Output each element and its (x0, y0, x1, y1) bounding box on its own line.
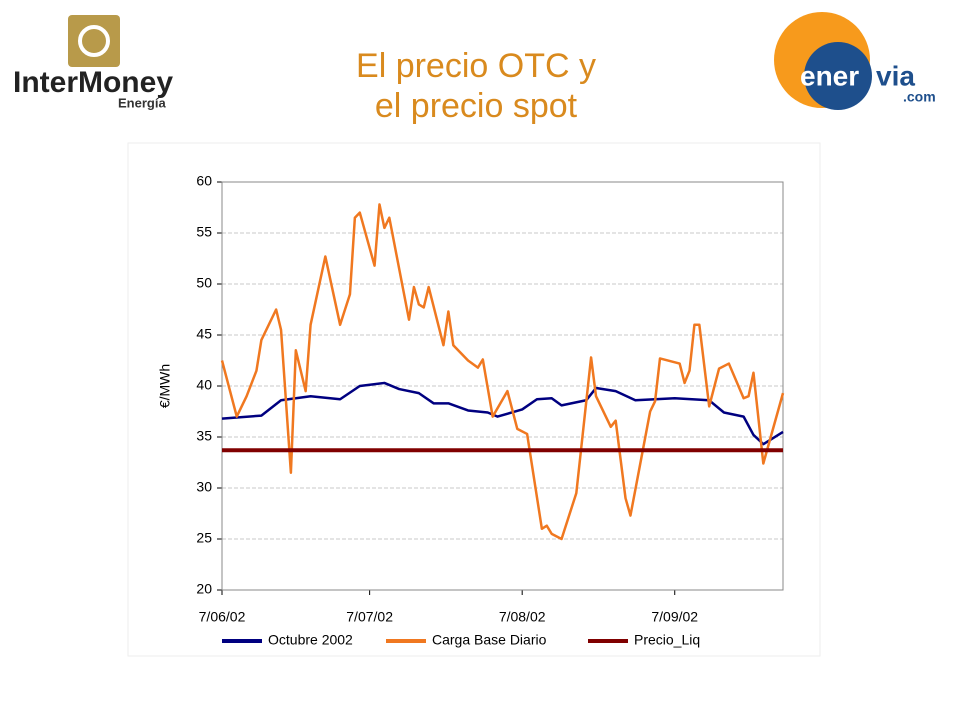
x-tick-label: 7/09/02 (651, 609, 698, 625)
left-logo: InterMoney (13, 66, 173, 99)
x-tick-label: 7/08/02 (499, 609, 546, 625)
chart-title: El precio OTC y el precio spot (356, 47, 596, 125)
y-tick-label: 55 (196, 224, 212, 240)
right-logo-c: .com (903, 89, 936, 105)
y-tick-label: 50 (196, 275, 212, 291)
y-axis-label: €/MWh (157, 364, 173, 408)
plot-frame (221, 181, 784, 591)
left-logo-sub: Energía (118, 95, 166, 110)
legend-label: Precio_Liq (634, 632, 700, 648)
x-tick-label: 7/06/02 (199, 609, 246, 625)
right-logo-b: via (876, 60, 915, 91)
series-line (220, 203, 785, 541)
legend-label: Octubre 2002 (268, 632, 353, 648)
y-tick-label: 45 (196, 326, 212, 342)
right-logo-blue (804, 42, 872, 110)
series-line (221, 381, 784, 446)
legend-label: Carga Base Diario (432, 632, 547, 648)
y-tick-label: 35 (196, 428, 212, 444)
x-tick-label: 7/07/02 (346, 609, 393, 625)
right-logo-a: ener (800, 60, 859, 91)
y-tick-label: 30 (196, 479, 212, 495)
y-tick-label: 25 (196, 530, 212, 546)
y-tick-label: 20 (196, 581, 212, 597)
left-logo-icon (68, 15, 120, 67)
y-tick-label: 40 (196, 377, 212, 393)
left-logo-spiral (78, 25, 110, 57)
y-tick-label: 60 (196, 173, 212, 189)
